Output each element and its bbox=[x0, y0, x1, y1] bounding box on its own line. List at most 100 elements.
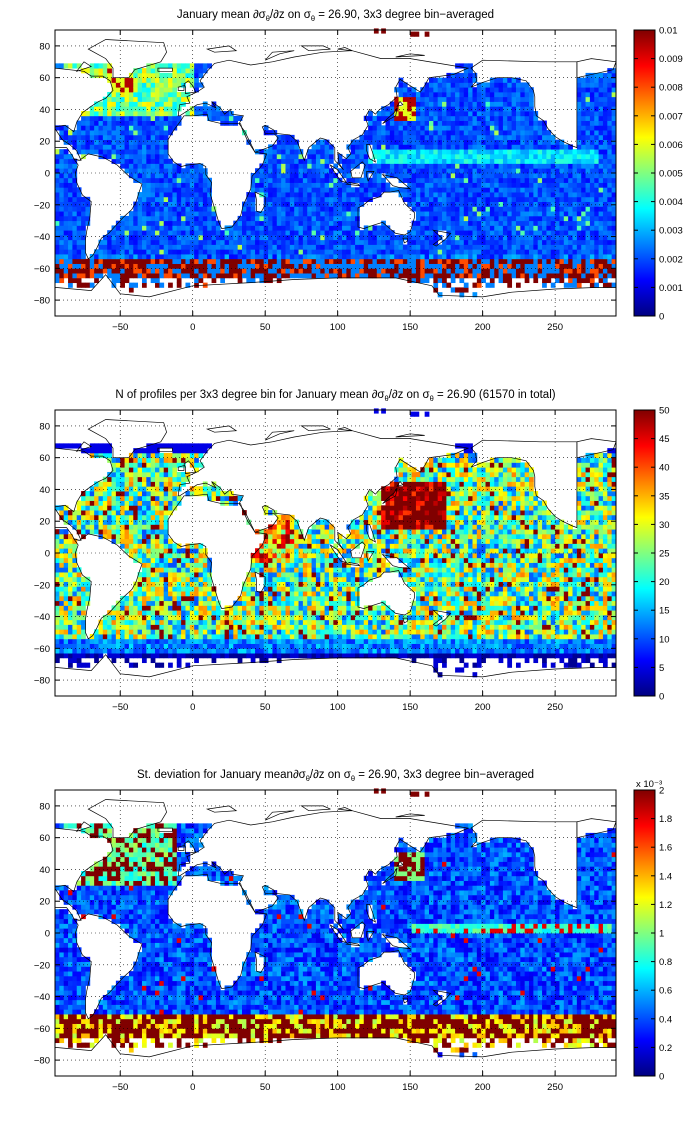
heatmap-cell bbox=[368, 125, 373, 131]
heatmap-cell bbox=[272, 244, 278, 250]
heatmap-cell bbox=[363, 263, 369, 269]
heatmap-cell bbox=[598, 106, 604, 112]
heatmap-cell bbox=[159, 125, 165, 131]
heatmap-cell bbox=[355, 258, 360, 264]
heatmap-cell bbox=[111, 277, 117, 284]
heatmap-cell bbox=[68, 206, 73, 212]
heatmap-cell bbox=[459, 192, 465, 198]
heatmap-cell bbox=[85, 519, 91, 525]
heatmap-cell bbox=[511, 125, 517, 131]
heatmap-cell bbox=[76, 120, 82, 126]
heatmap-cell bbox=[372, 239, 378, 245]
heatmap-cell bbox=[194, 63, 199, 69]
heatmap-cell bbox=[94, 638, 99, 644]
heatmap-cell bbox=[55, 595, 60, 602]
heatmap-cell bbox=[294, 215, 299, 222]
heatmap-cell bbox=[394, 158, 399, 164]
heatmap-cell bbox=[537, 249, 543, 255]
heatmap-cell bbox=[72, 258, 78, 264]
heatmap-cell bbox=[381, 273, 386, 279]
heatmap-cell bbox=[594, 230, 600, 236]
heatmap-cell bbox=[68, 173, 73, 179]
heatmap-cell bbox=[346, 158, 352, 164]
heatmap-cell bbox=[115, 629, 121, 635]
heatmap-cell bbox=[146, 96, 152, 102]
heatmap-cell bbox=[515, 130, 521, 136]
heatmap-cell bbox=[94, 254, 99, 260]
heatmap-cell bbox=[359, 187, 365, 193]
heatmap-cell bbox=[463, 168, 469, 174]
heatmap-cell bbox=[455, 263, 460, 269]
heatmap-cell bbox=[563, 254, 569, 260]
heatmap-cell bbox=[424, 254, 430, 260]
heatmap-cell bbox=[611, 177, 617, 183]
heatmap-cell bbox=[111, 120, 117, 126]
heatmap-cell bbox=[424, 225, 430, 231]
heatmap-cell bbox=[363, 244, 369, 250]
heatmap-cell bbox=[381, 158, 386, 164]
heatmap-cell bbox=[285, 211, 291, 217]
heatmap-cell bbox=[524, 120, 530, 126]
heatmap-cell bbox=[368, 258, 373, 264]
heatmap-cell bbox=[307, 263, 312, 269]
heatmap-cell bbox=[259, 230, 265, 236]
heatmap-cell bbox=[542, 139, 547, 145]
heatmap-cell bbox=[563, 234, 569, 241]
heatmap-cell bbox=[494, 82, 499, 88]
heatmap-cell bbox=[468, 196, 473, 202]
heatmap-cells bbox=[55, 408, 617, 678]
profile-count-map-panel: N of profiles per 3x3 degree bin for Jan… bbox=[0, 380, 696, 760]
heatmap-cell bbox=[502, 101, 508, 107]
heatmap-cell bbox=[415, 115, 421, 121]
heatmap-cell bbox=[289, 153, 295, 160]
heatmap-cell bbox=[107, 476, 112, 482]
heatmap-cell bbox=[442, 192, 447, 198]
heatmap-cell bbox=[55, 443, 60, 449]
heatmap-cell bbox=[102, 139, 108, 145]
heatmap-cell bbox=[120, 239, 125, 245]
heatmap-cell bbox=[185, 72, 191, 79]
heatmap-cell bbox=[607, 225, 613, 231]
heatmap-cell bbox=[281, 220, 286, 226]
heatmap-cell bbox=[133, 653, 139, 659]
heatmap-cell bbox=[102, 96, 108, 102]
heatmap-cell bbox=[529, 182, 534, 188]
heatmap-cell bbox=[315, 201, 321, 207]
heatmap-cell bbox=[368, 134, 373, 141]
heatmap-cell bbox=[533, 115, 539, 121]
heatmap-cell bbox=[602, 258, 608, 264]
heatmap-cell bbox=[598, 211, 604, 217]
heatmap-cell bbox=[128, 500, 134, 506]
heatmap-cell bbox=[589, 196, 595, 202]
heatmap-cell bbox=[433, 201, 439, 207]
heatmap-cell bbox=[124, 163, 130, 169]
heatmap-cell bbox=[355, 144, 360, 150]
heatmap-cell bbox=[146, 72, 152, 79]
heatmap-cell bbox=[515, 101, 521, 107]
heatmap-cell bbox=[268, 182, 273, 188]
heatmap-cell bbox=[407, 101, 413, 107]
heatmap-cell bbox=[76, 268, 82, 274]
heatmap-cell bbox=[420, 101, 426, 107]
heatmap-cell bbox=[494, 134, 499, 141]
heatmap-cell bbox=[289, 173, 295, 179]
colorbar-tick-label: 0.004 bbox=[659, 197, 683, 208]
heatmap-cell bbox=[133, 553, 139, 559]
heatmap-cell bbox=[411, 125, 417, 131]
heatmap-cell bbox=[402, 96, 408, 102]
heatmap-cell bbox=[128, 244, 134, 250]
heatmap-cell bbox=[89, 282, 95, 288]
heatmap-cell bbox=[607, 168, 613, 174]
heatmap-cell bbox=[602, 130, 608, 136]
heatmap-cell bbox=[472, 115, 478, 121]
heatmap-cell bbox=[468, 258, 473, 264]
heatmap-cell bbox=[463, 225, 469, 231]
heatmap-cell bbox=[120, 510, 125, 516]
heatmap-cell bbox=[502, 168, 508, 174]
heatmap-cell bbox=[315, 263, 321, 269]
heatmap-cell bbox=[555, 230, 560, 236]
heatmap-cell bbox=[133, 619, 139, 625]
heatmap-cell bbox=[337, 187, 343, 193]
heatmap-cell bbox=[442, 249, 447, 255]
heatmap-cell bbox=[424, 277, 430, 284]
